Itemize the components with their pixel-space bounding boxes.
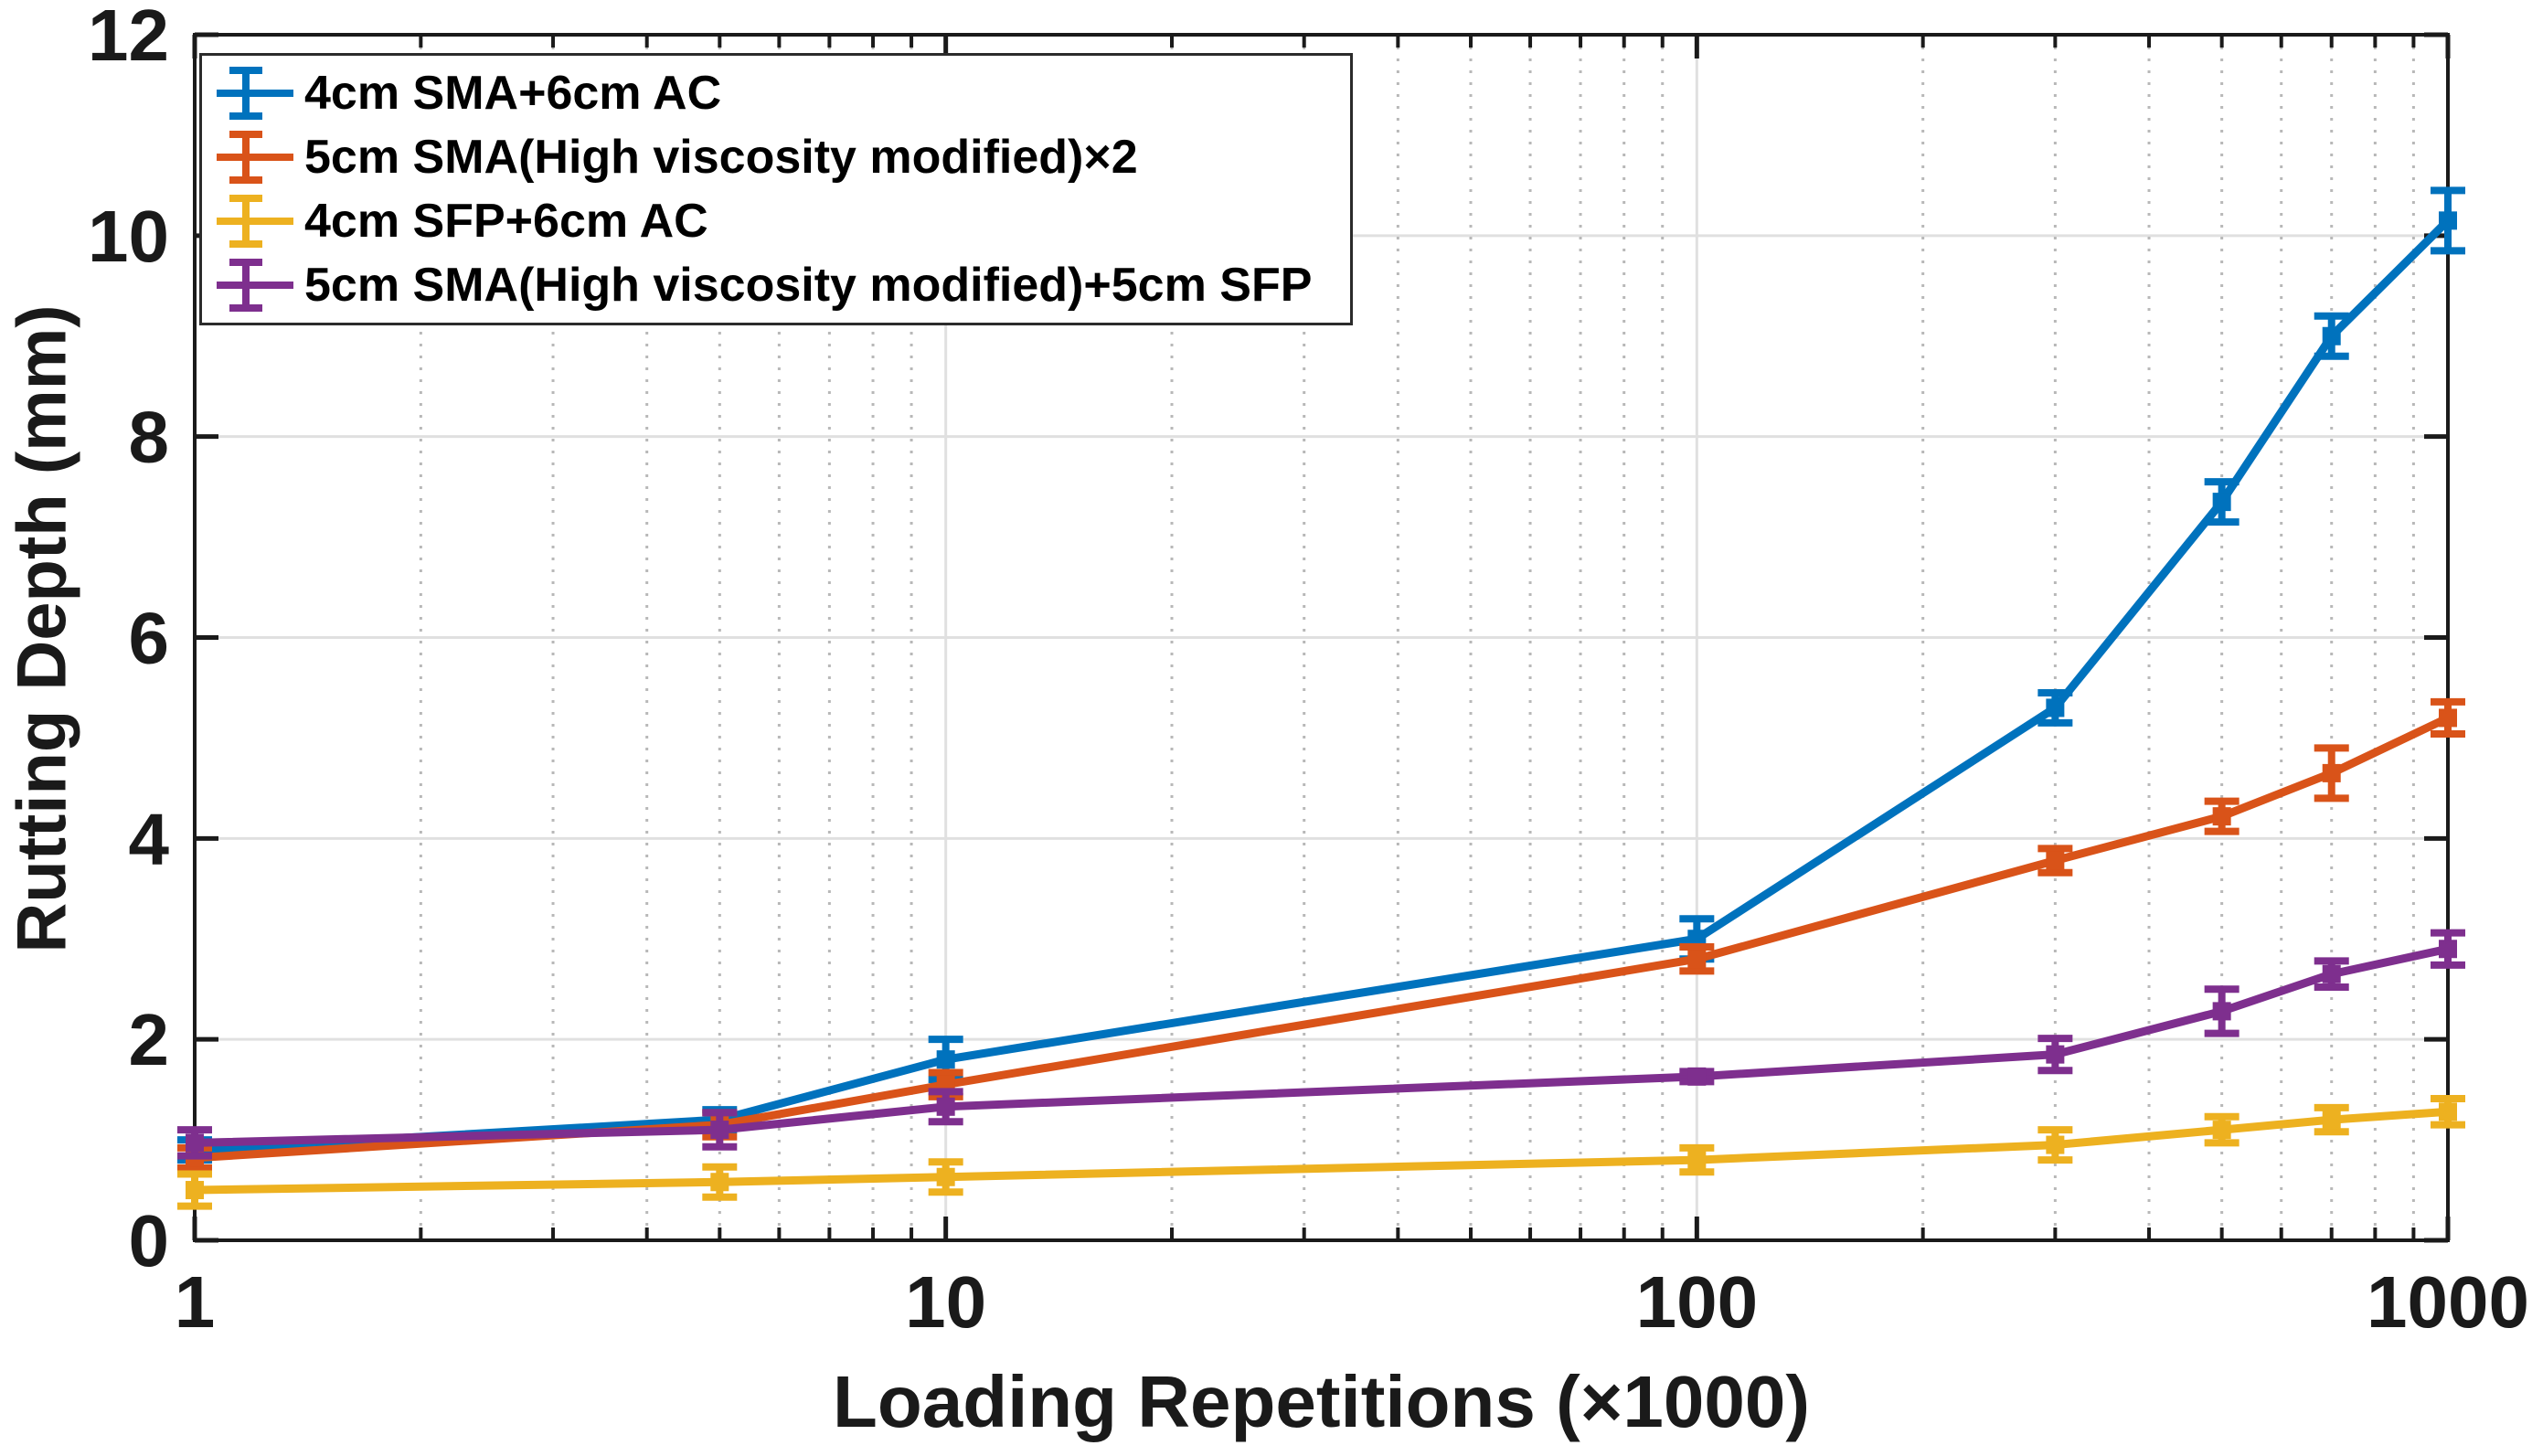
errorbar-glyph-icon [217,195,293,248]
legend-label: 5cm SMA(High viscosity modified)+5cm SFP [304,259,1313,312]
legend-label: 5cm SMA(High viscosity modified)×2 [304,131,1138,184]
legend-label: 4cm SMA+6cm AC [304,67,722,120]
y-tick-label: 0 [129,1200,170,1281]
data-point-marker [936,1097,955,1116]
data-point-marker [2212,1002,2231,1021]
errorbar-glyph-icon [217,259,293,312]
data-point-marker [1687,1151,1707,1170]
y-axis-label: Rutting Depth (mm) [3,304,81,953]
data-point-marker [710,1121,729,1140]
data-point-marker [2046,1135,2065,1154]
y-tick-label: 4 [129,798,170,879]
data-point-marker [2439,1102,2457,1121]
data-point-marker [186,1181,204,1200]
series-0 [177,186,2465,1164]
data-point-marker [2439,940,2457,959]
data-point-marker [1687,950,1707,969]
legend-label: 4cm SFP+6cm AC [304,195,708,248]
errorbar-glyph-icon [217,67,293,120]
series-1 [177,697,2465,1172]
data-point-marker [2046,851,2065,870]
data-point-marker [2439,708,2457,728]
y-tick-label: 10 [88,196,169,277]
data-point-marker [2322,964,2341,983]
errorbar-glyph-icon [217,131,293,184]
data-point-marker [2046,698,2065,717]
tick-labels: 1 10 100 1000 0 2 4 6 8 10 12 [88,0,2529,1343]
data-point-marker [2322,1111,2341,1130]
data-point-marker [1687,1067,1707,1086]
y-tick-label: 8 [129,397,170,478]
y-tick-label: 6 [129,598,170,679]
legend: 4cm SMA+6cm AC 5cm SMA(High viscosity mo… [199,53,1353,325]
plot-box [193,33,2450,1242]
data-point-marker [936,1050,955,1069]
data-point-marker [2212,1121,2231,1140]
legend-entry-0: 4cm SMA+6cm AC [215,63,1337,123]
series-3 [177,929,2465,1160]
legend-entry-2: 4cm SFP+6cm AC [215,191,1337,251]
x-axis-label: Loading Repetitions (×1000) [832,1361,1811,1442]
x-tick-label: 1 [175,1261,216,1343]
data-point-marker [2439,211,2457,230]
data-point-marker [936,1167,955,1186]
data-point-marker [186,1133,204,1153]
y-tick-label: 2 [129,999,170,1080]
data-point-marker [2322,763,2341,782]
legend-entry-3: 5cm SMA(High viscosity modified)+5cm SFP [215,255,1337,315]
data-point-marker [2322,326,2341,345]
series-2 [177,1095,2465,1210]
x-tick-label: 100 [1636,1261,1758,1343]
data-point-marker [2212,807,2231,826]
y-tick-label: 12 [88,0,169,76]
data-point-marker [2046,1045,2065,1064]
x-tick-label: 1000 [2367,1261,2529,1343]
x-tick-label: 10 [905,1261,986,1343]
data-point-marker [2212,493,2231,512]
data-point-marker [710,1173,729,1192]
legend-entry-1: 5cm SMA(High viscosity modified)×2 [215,127,1337,187]
